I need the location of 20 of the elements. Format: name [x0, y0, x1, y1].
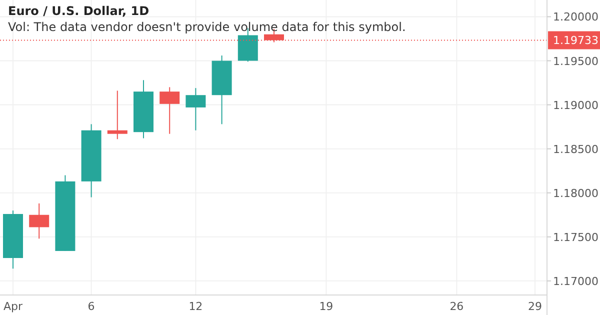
x-tick-label: 26 — [450, 300, 464, 313]
x-tick-label: 19 — [319, 300, 334, 313]
y-tick-label: 1.20000 — [553, 10, 598, 24]
candlestick — [29, 202, 50, 240]
x-tick-label: 12 — [188, 300, 203, 313]
y-tick-label: 1.18000 — [553, 186, 598, 200]
y-tick-label: 1.17500 — [553, 230, 598, 244]
candlestick — [107, 90, 128, 140]
chart-title: Euro / U.S. Dollar, 1D — [8, 4, 150, 18]
candlestick — [160, 86, 180, 134]
y-tick-label: 1.17000 — [553, 274, 598, 288]
candlestick — [186, 88, 206, 131]
y-tick-label: 1.19500 — [553, 54, 598, 68]
x-tick-label: Apr — [3, 300, 23, 313]
y-tick-label: 1.19000 — [553, 98, 598, 112]
ref-line-label: 1.19733 — [553, 34, 598, 48]
x-tick-label: 29 — [528, 300, 542, 313]
x-tick-label: 6 — [88, 300, 95, 313]
annotation: Vol: The data vendor doesn't provide volume data for this symbol. — [8, 20, 406, 34]
y-tick-label: 1.18500 — [553, 142, 598, 156]
